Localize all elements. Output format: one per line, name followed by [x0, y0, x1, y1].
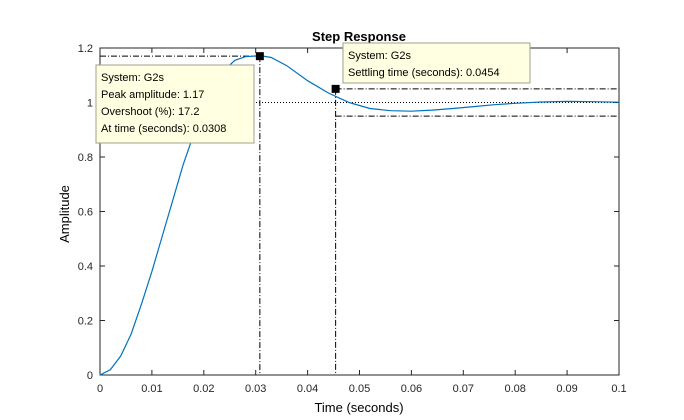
datatip-line: Peak amplitude: 1.17 [101, 89, 204, 101]
x-tick-label: 0.01 [141, 383, 162, 395]
peak-marker [255, 52, 264, 61]
datatip-line: Settling time (seconds): 0.0454 [348, 67, 500, 79]
y-tick-label: 1.2 [78, 43, 93, 55]
x-axis-title: Time (seconds) [314, 400, 403, 415]
peak-datatip [95, 64, 255, 144]
settling-datatip [342, 42, 531, 84]
x-tick-label: 0.05 [349, 383, 370, 395]
datatip-line: System: G2s [348, 50, 411, 62]
x-tick-label: 0.08 [504, 383, 525, 395]
y-tick-label: 0.2 [78, 316, 93, 328]
x-tick-label: 0.04 [297, 383, 318, 395]
y-tick-label: 0.4 [78, 261, 93, 273]
step-response-line [99, 54, 620, 376]
settling-marker [331, 84, 340, 93]
y-tick-label: 0 [87, 370, 93, 382]
datatip-line: Overshoot (%): 17.2 [101, 106, 199, 118]
datatip-line: At time (seconds): 0.0308 [101, 123, 226, 135]
x-tick-label: 0.07 [453, 383, 474, 395]
x-tick-label: 0.02 [193, 383, 214, 395]
plot-area: 0 0.01 0.02 0.03 0.04 0.05 0.06 0.07 0.08 0.09 0.1… [78, 42, 627, 395]
x-tick-label: 0.1 [611, 383, 626, 395]
y-tick-label: 1 [87, 98, 93, 110]
y-tick-label: 0.6 [78, 207, 93, 219]
x-tick-label: 0.03 [245, 383, 266, 395]
y-tick-label: 0.8 [78, 152, 93, 164]
y-axis-title: Amplitude [57, 185, 72, 243]
chart-title: Step Response [312, 29, 406, 44]
datatip-line: System: G2s [101, 72, 164, 84]
x-tick-label: 0.09 [556, 383, 577, 395]
x-tick-label: 0 [97, 383, 103, 395]
x-tick-label: 0.06 [401, 383, 422, 395]
